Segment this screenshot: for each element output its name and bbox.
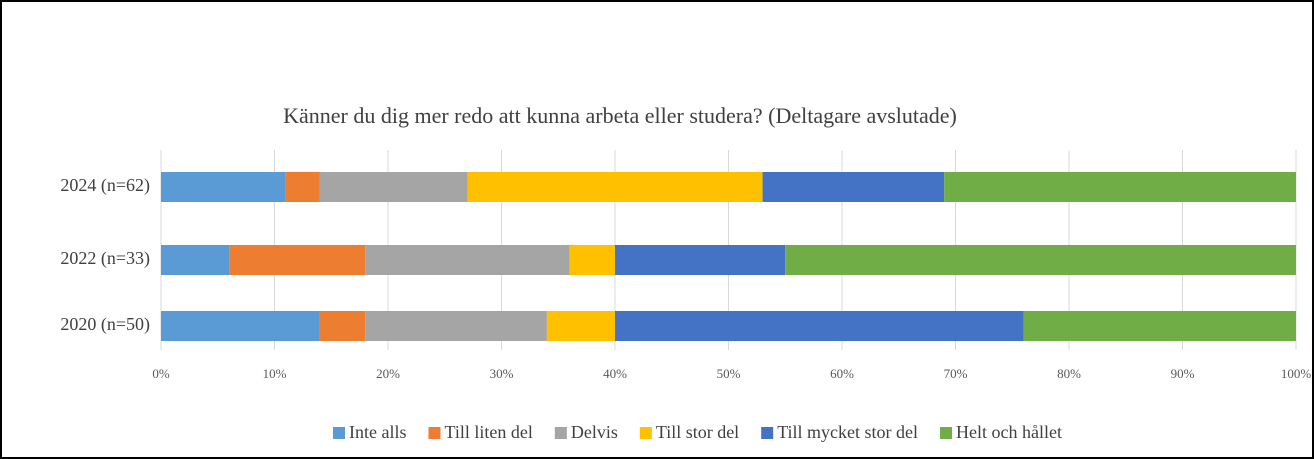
bar-segment [229,245,366,275]
bar-segment [615,245,786,275]
x-tick-label: 50% [717,366,741,381]
y-tick-label: 2022 (n=33) [60,248,150,269]
bar-segment [569,245,615,275]
legend-swatch [332,427,345,439]
x-tick-label: 90% [1171,366,1195,381]
legend-label: Till mycket stor del [777,422,918,442]
x-tick-label: 100% [1281,366,1312,381]
bar-segment [944,172,1296,202]
x-tick-label: 0% [152,366,170,381]
x-tick-label: 20% [376,366,400,381]
bar-segment [467,172,763,202]
legend-swatch [761,427,774,439]
bar-segment [1023,311,1296,341]
bar-segment [762,172,945,202]
legend-swatch [639,427,652,439]
x-tick-label: 70% [944,366,968,381]
x-tick-label: 60% [830,366,854,381]
legend-swatch [428,427,441,439]
bar-segment [285,172,320,202]
y-tick-label: 2024 (n=62) [60,175,150,196]
bar-segment [161,172,286,202]
bar-segment [161,311,320,341]
bar-segment [365,245,570,275]
bar-segment [546,311,615,341]
x-tick-label: 30% [490,366,514,381]
x-tick-label: 10% [263,366,287,381]
legend-label: Helt och hållet [956,422,1062,442]
bar-segment [161,245,230,275]
bar-segment [365,311,547,341]
x-tick-label: 40% [603,366,627,381]
y-tick-label: 2020 (n=50) [60,314,150,335]
legend-label: Till stor del [656,422,739,442]
bar-segment [319,311,366,341]
legend-label: Till liten del [444,422,532,442]
bar-segment [785,245,1296,275]
bar-segment [319,172,468,202]
bar-segment [615,311,1024,341]
legend-label: Delvis [571,422,618,442]
legend-swatch [940,427,953,439]
x-tick-label: 80% [1057,366,1081,381]
legend-swatch [554,427,567,439]
chart-title: Känner du dig mer redo att kunna arbeta … [283,103,957,128]
legend-label: Inte alls [349,422,406,442]
